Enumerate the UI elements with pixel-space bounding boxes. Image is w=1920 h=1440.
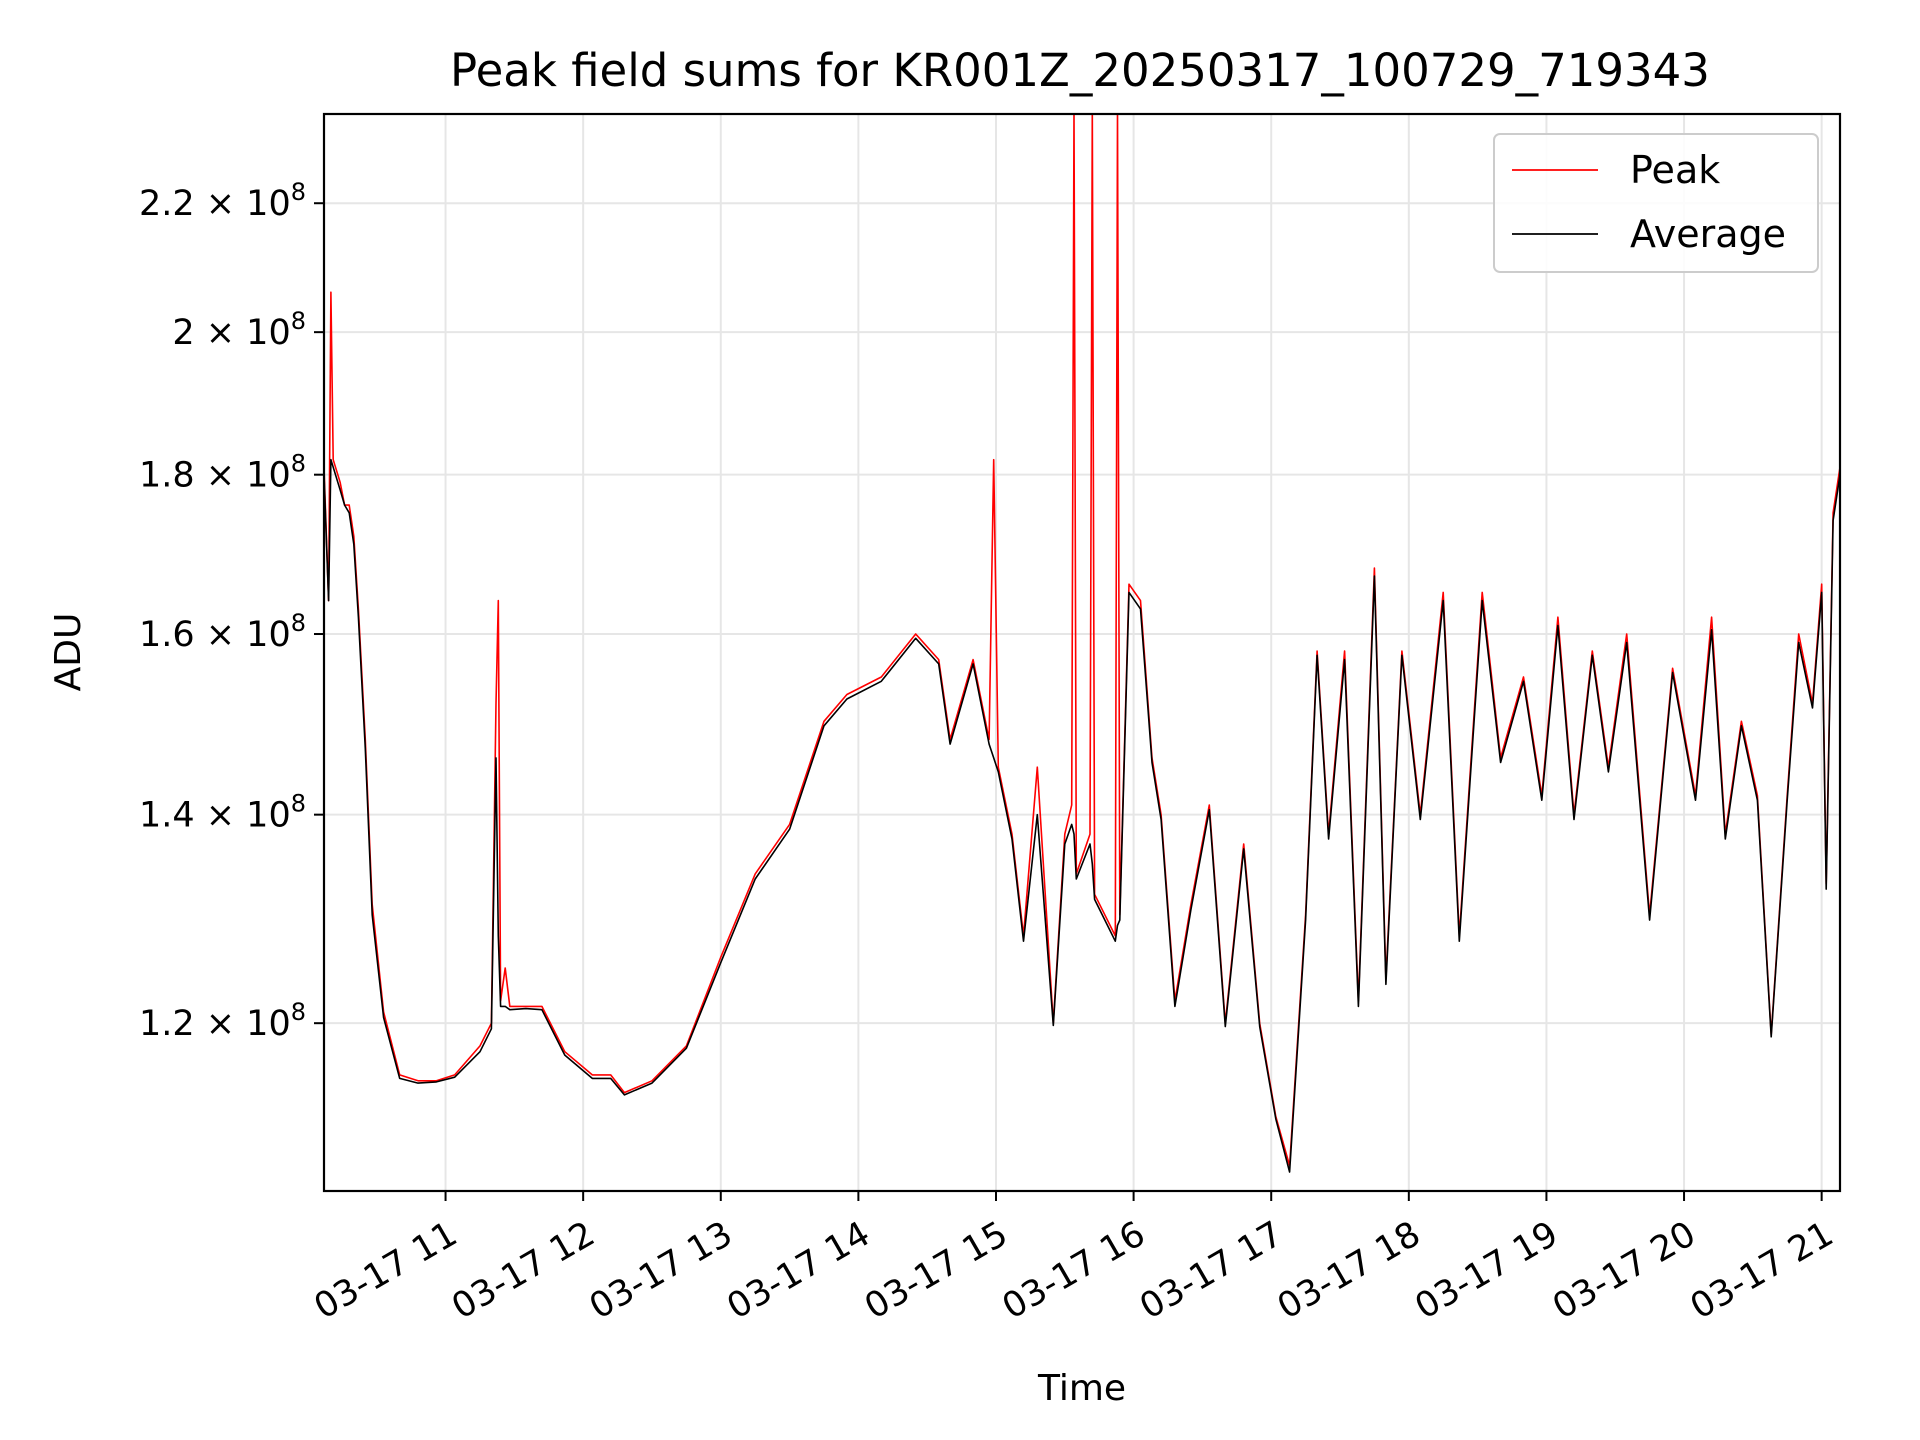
- y-tick-label: 1.8 × 108: [139, 450, 306, 496]
- series-line-average: [324, 458, 1840, 1173]
- legend-label-peak: Peak: [1630, 148, 1720, 192]
- y-axis-label: ADU: [48, 613, 89, 692]
- y-tick-label: 1.2 × 108: [139, 998, 306, 1044]
- y-tick-label: 1.4 × 108: [139, 790, 306, 836]
- grid: [324, 114, 1840, 1191]
- legend: Peak Average: [1493, 133, 1819, 273]
- series-layer: [324, 114, 1840, 1173]
- y-tick-label: 2.2 × 108: [139, 178, 306, 224]
- y-tick-label: 2 × 108: [172, 307, 306, 353]
- plot-frame: [322, 112, 1842, 1193]
- y-axis: 1.2 × 108 1.4 × 108 1.6 × 108 1.8 × 108 2 × …: [139, 178, 324, 1044]
- y-tick-label: 1.6 × 108: [139, 609, 306, 655]
- legend-box: [1493, 133, 1819, 273]
- x-axis-label: Time: [1037, 1368, 1126, 1409]
- chart-title: Peak field sums for KR001Z_20250317_1007…: [450, 44, 1710, 97]
- legend-label-average: Average: [1630, 212, 1786, 256]
